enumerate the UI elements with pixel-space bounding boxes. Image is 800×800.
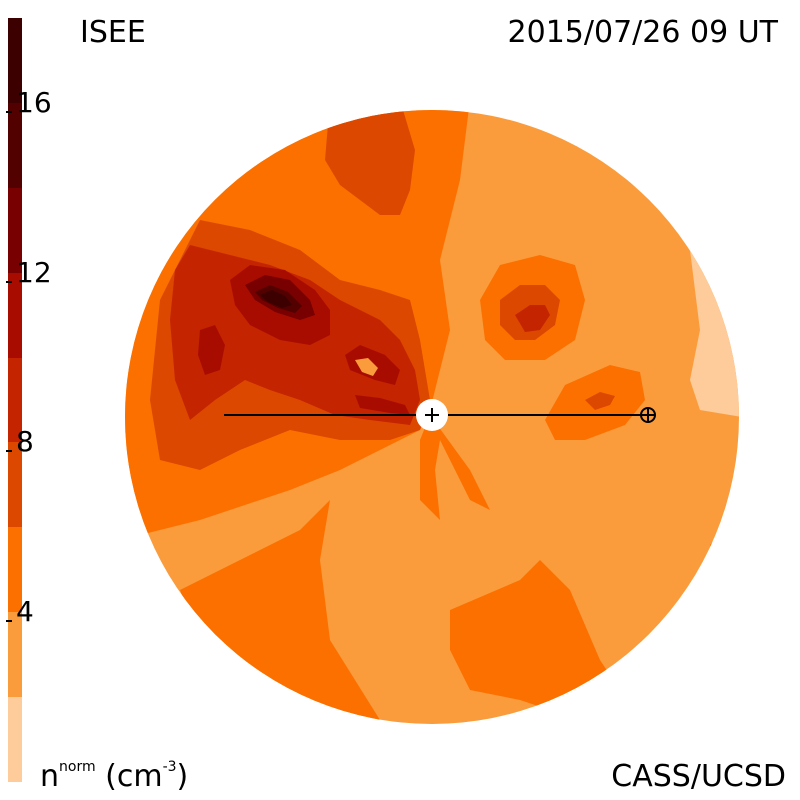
quantity-symbol: n xyxy=(40,759,60,794)
colorbar-tick-label: 4 xyxy=(16,595,34,629)
contour-level-6-west-small xyxy=(198,325,225,375)
contour-level-9-peak xyxy=(260,290,292,308)
colorbar-segment xyxy=(8,272,22,358)
unit-open: (cm xyxy=(105,759,163,794)
unit-superscript: -3 xyxy=(162,759,177,775)
colorbar-tick-label: 16 xyxy=(16,85,52,119)
colorbar-segment xyxy=(8,187,22,273)
colorbar-tick-mark xyxy=(6,110,12,113)
colorbar-segment xyxy=(8,612,22,698)
contour-level-3-south-east xyxy=(450,560,620,720)
colorbar-tick-mark xyxy=(6,620,12,623)
colorbar-segment xyxy=(8,442,22,528)
colorbar-segment xyxy=(8,102,22,188)
contour-level-6-central xyxy=(355,395,410,415)
colorbar-tick-mark xyxy=(6,280,12,283)
datetime-label: 2015/07/26 09 UT xyxy=(507,15,778,50)
colorbar-unit-label: nnorm (cm-3) xyxy=(40,759,189,794)
colorbar-segment xyxy=(8,527,22,613)
colorbar-tick-label: 12 xyxy=(16,255,52,289)
density-contours xyxy=(125,110,739,724)
colorbar-tick-mark xyxy=(6,450,12,453)
unit-close: ) xyxy=(176,759,189,794)
contour-level-4-north xyxy=(325,110,415,215)
observatory-label: ISEE xyxy=(80,15,146,50)
colorbar-segment xyxy=(8,697,22,782)
sun-icon xyxy=(416,399,448,431)
colorbar-segment xyxy=(8,357,22,443)
colorbar-segment xyxy=(8,18,22,103)
colorbar-tick-label: 8 xyxy=(16,425,34,459)
contour-level-4-east-small xyxy=(585,392,615,410)
colorbar xyxy=(8,18,22,782)
contour-level-3-inner-hole xyxy=(355,358,378,376)
earth-icon xyxy=(640,407,656,423)
credit-label: CASS/UCSD xyxy=(611,759,786,794)
contour-level-3-central-ray xyxy=(420,415,490,520)
contour-level-5-east-oval xyxy=(515,305,550,332)
quantity-superscript: norm xyxy=(59,759,96,775)
